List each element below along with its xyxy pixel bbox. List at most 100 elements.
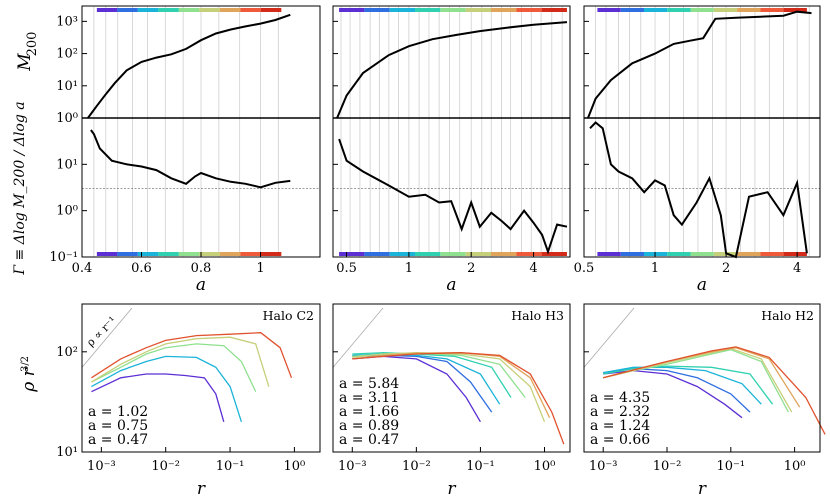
snapshot-bar-bottom [364, 252, 390, 256]
snapshot-bar-top [178, 8, 200, 12]
snapshot-bar-top [339, 8, 365, 12]
profile-curve [352, 352, 565, 445]
x-axis-label: a [196, 275, 206, 295]
halo-title: Halo H2 [761, 308, 814, 323]
panel-frame [583, 303, 821, 453]
profile-curve [603, 347, 793, 413]
snapshot-bar-bottom [339, 252, 365, 256]
y-tick-label: 10¹ [56, 157, 78, 172]
snapshot-bar-top [620, 8, 644, 12]
gamma-curve [90, 129, 291, 189]
y-tick-label: 10⁰ [56, 204, 78, 219]
x-tick-label: 0.5 [336, 261, 357, 276]
snapshot-bar-bottom [490, 252, 517, 256]
snapshot-bar-top [713, 8, 738, 12]
snapshot-bar-top [199, 8, 220, 12]
snapshot-bar-bottom [597, 252, 621, 256]
halo-title: Halo C2 [263, 308, 314, 323]
snapshot-bar-top [219, 8, 241, 12]
y-axis-label-profile-exponent: 3/2 [20, 356, 31, 372]
x-tick-label: 0.8 [191, 261, 212, 276]
gamma-curve [589, 121, 808, 259]
y-tick-label: 10³ [56, 14, 78, 29]
profile-curve [603, 366, 762, 405]
snapshot-bar-bottom [541, 252, 567, 256]
x-tick-label: 0.6 [131, 261, 152, 276]
snapshot-bar-top [516, 8, 542, 12]
x-axis-label: a [697, 275, 707, 295]
x-axis-label: a [446, 275, 456, 295]
x-tick-label: 10⁰ [284, 459, 306, 474]
profile-curve [91, 373, 225, 422]
panel-frame [583, 5, 821, 258]
profile-curve [603, 346, 826, 435]
x-tick-label: 4 [529, 261, 537, 276]
snapshot-bar-top [158, 8, 179, 12]
snapshot-bar-top [667, 8, 691, 12]
legend-entry: a = 1.66 [339, 404, 399, 420]
snapshot-bar-bottom [137, 252, 159, 256]
x-tick-label: 10⁻³ [338, 459, 367, 474]
legend-entry: a = 0.47 [339, 432, 399, 448]
snapshot-bar-bottom [158, 252, 179, 256]
slope-guide [583, 307, 635, 368]
snapshot-bar-bottom [96, 252, 118, 256]
snapshot-bar-bottom [667, 252, 691, 256]
slope-guide [81, 307, 133, 368]
y-axis-label-mass-subscript: 200 [25, 32, 40, 57]
profile-curve [91, 332, 293, 379]
x-tick-label: 4 [793, 261, 801, 276]
legend-entry: a = 4.35 [590, 390, 650, 406]
snapshot-bar-bottom [260, 252, 282, 256]
halo-title: Halo H3 [511, 308, 564, 323]
snapshot-bar-top [96, 8, 118, 12]
snapshot-bar-top [490, 8, 517, 12]
snapshot-bar-bottom [199, 252, 220, 256]
y-axis-label-gamma: Γ ≡ Δlog M_200 / Δlog a [12, 101, 28, 275]
profile-curve [91, 343, 257, 392]
snapshot-bar-top [240, 8, 261, 12]
snapshot-bar-top [597, 8, 621, 12]
profile-curve [603, 365, 774, 405]
snapshot-bar-top [783, 8, 807, 12]
snapshot-bar-top [440, 8, 466, 12]
x-tick-label: 10⁻¹ [216, 459, 245, 474]
panel-frame [332, 303, 571, 453]
x-tick-label: 10⁻² [653, 459, 682, 474]
x-tick-label: 10⁻² [151, 459, 180, 474]
profile-curve [91, 336, 270, 387]
snapshot-bar-top [760, 8, 784, 12]
x-tick-label: 2 [467, 261, 475, 276]
mass-curve [336, 21, 568, 119]
x-tick-label: 10⁻¹ [466, 459, 495, 474]
profile-curve [91, 355, 243, 422]
snapshot-bar-bottom [643, 252, 668, 256]
y-tick-label: 10¹ [56, 445, 78, 460]
snapshot-bar-top [389, 8, 416, 12]
x-axis-label: r [197, 479, 206, 499]
snapshot-bar-top [737, 8, 761, 12]
slope-guide [332, 307, 384, 368]
x-tick-label: 10⁻² [402, 459, 431, 474]
y-axis-label-profile: ρ r [19, 367, 39, 392]
x-tick-label: 10⁻¹ [716, 459, 745, 474]
snapshot-bar-top [643, 8, 668, 12]
legend-entry: a = 0.47 [88, 432, 148, 448]
snapshot-bar-bottom [219, 252, 241, 256]
legend-entry: a = 0.89 [339, 418, 399, 434]
snapshot-bar-top [364, 8, 390, 12]
snapshot-bar-top [541, 8, 567, 12]
snapshot-bar-bottom [690, 252, 714, 256]
mass-curve [87, 13, 291, 119]
snapshot-bar-bottom [620, 252, 644, 256]
x-tick-label: 1 [651, 261, 659, 276]
mass-curve [587, 10, 812, 119]
x-axis-label: r [447, 479, 456, 499]
snapshot-bar-top [260, 8, 282, 12]
snapshot-bar-bottom [760, 252, 784, 256]
legend-entry: a = 1.24 [590, 418, 650, 434]
panel-frame [81, 303, 321, 453]
snapshot-bar-bottom [240, 252, 261, 256]
legend-entry: a = 2.32 [590, 404, 650, 420]
y-axis-label-mass: M [15, 53, 35, 72]
